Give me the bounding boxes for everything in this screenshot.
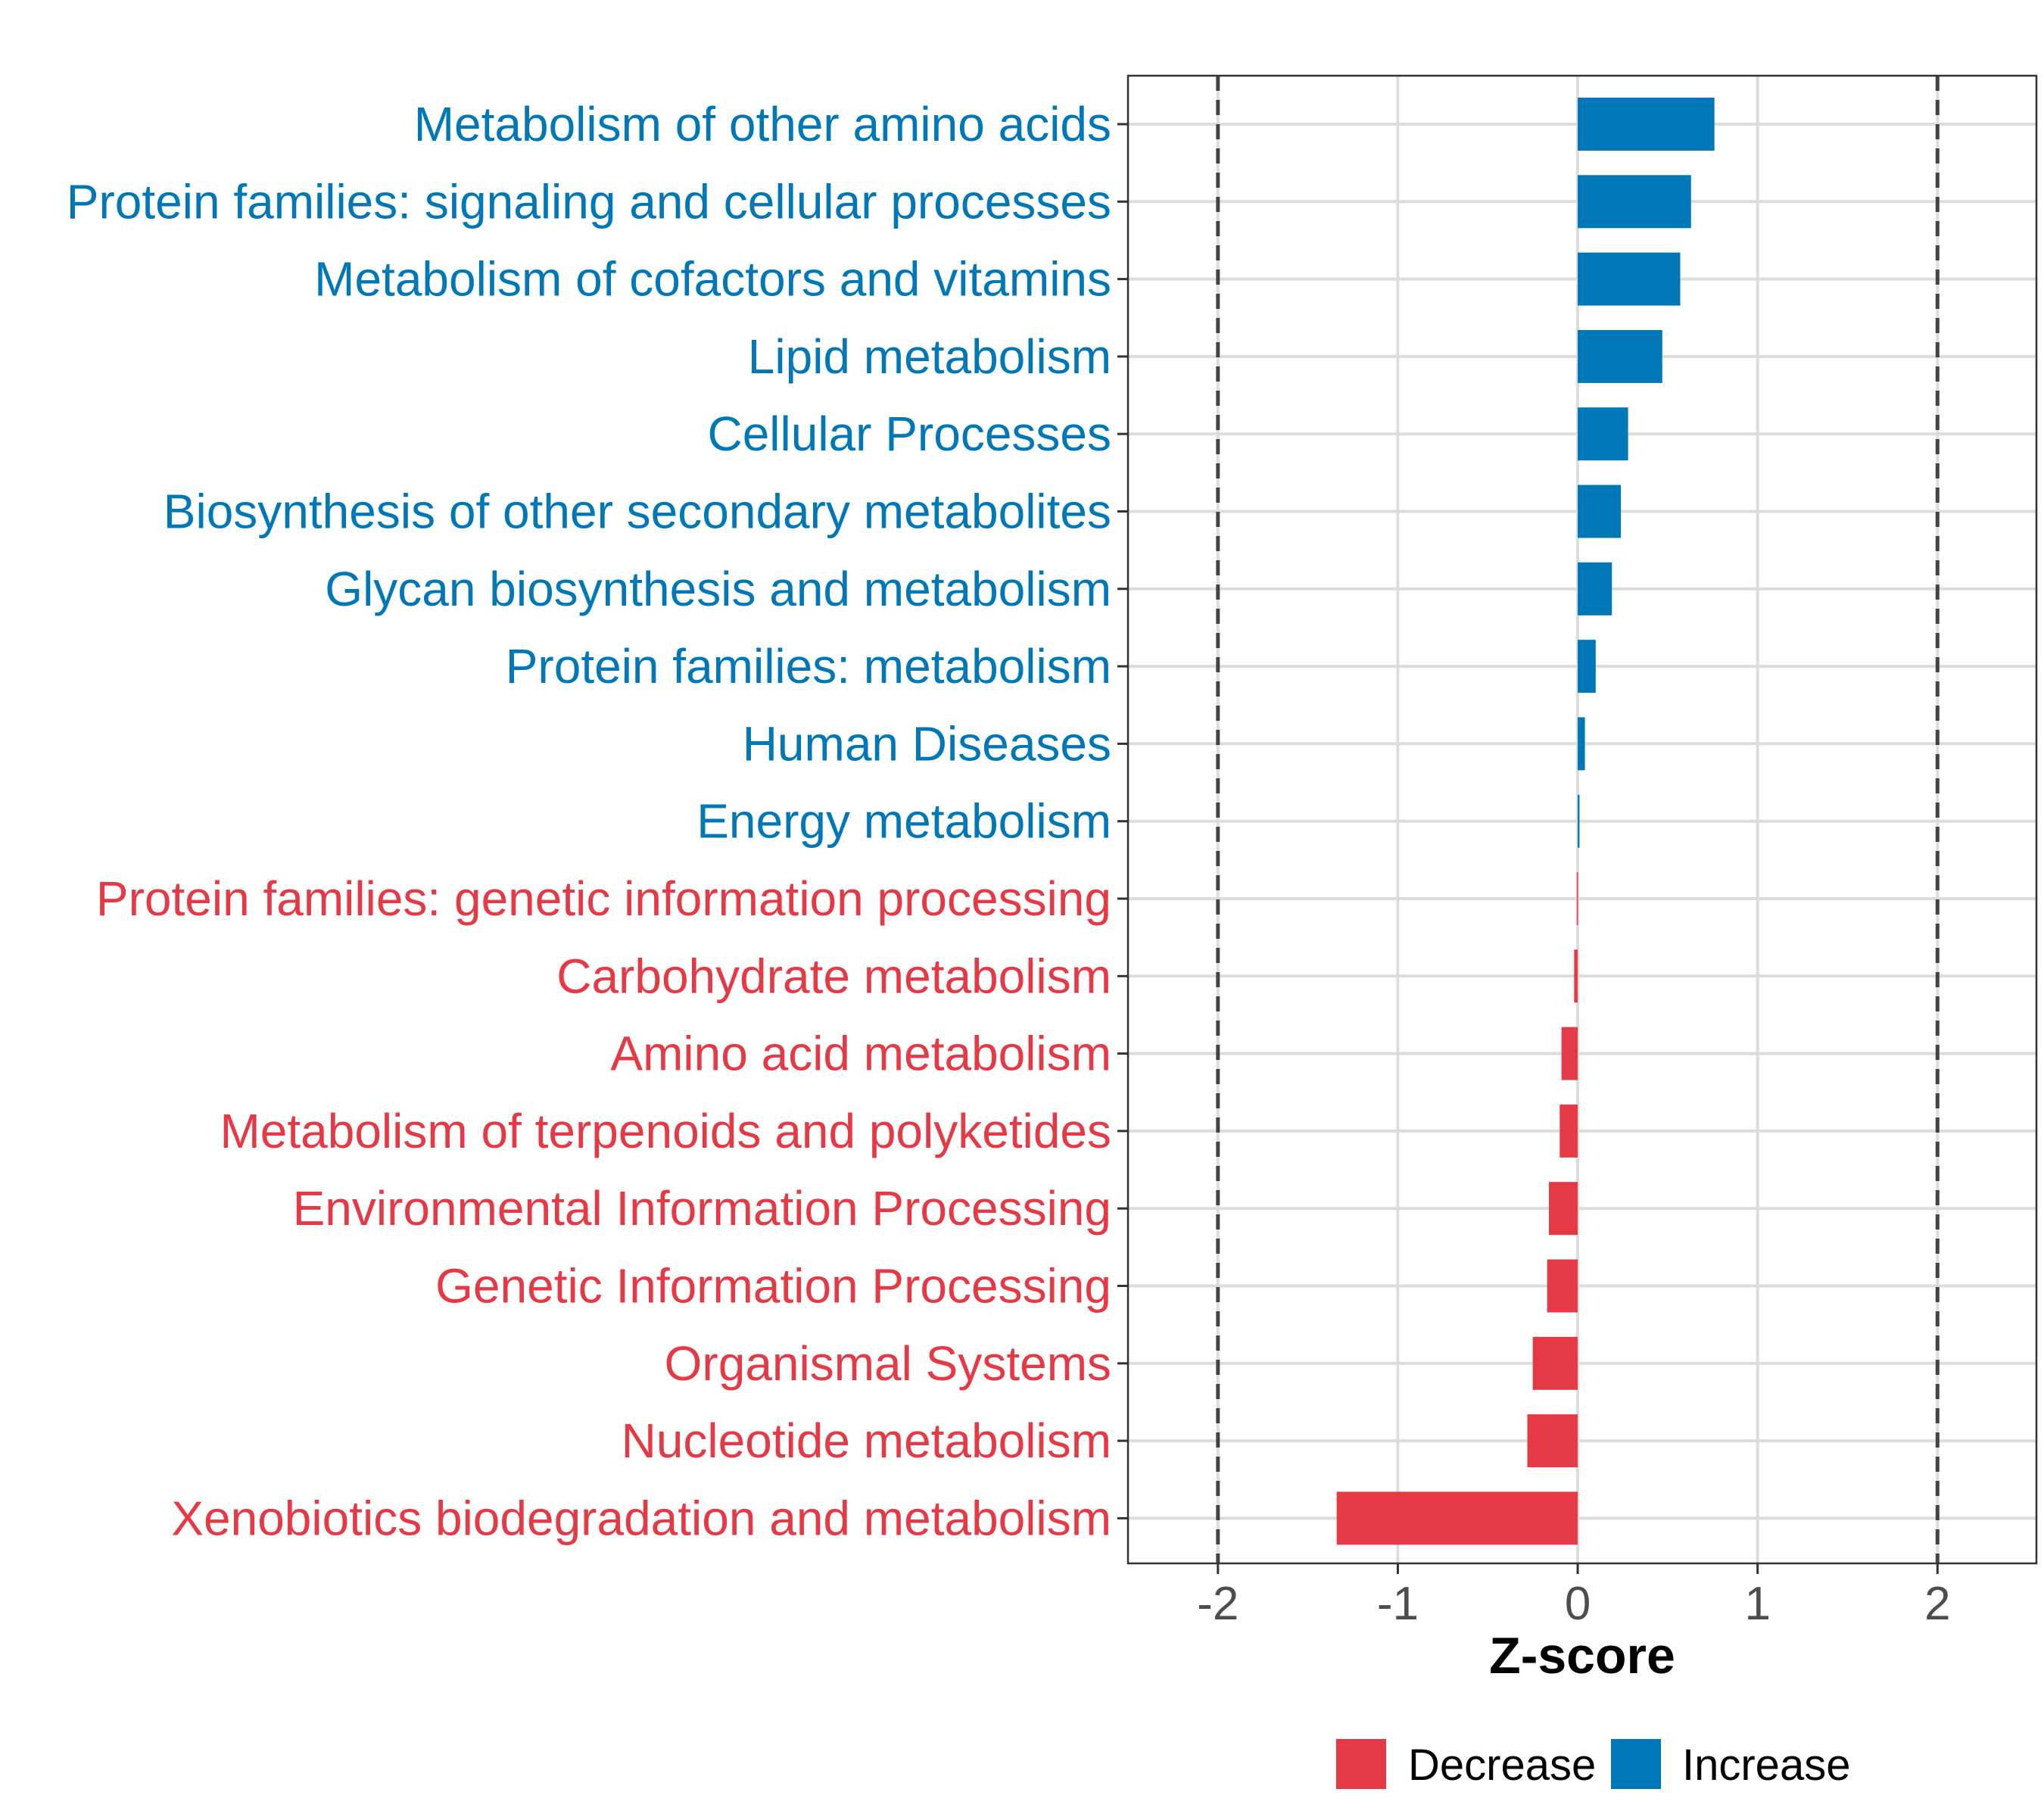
x-tick-label: -2 (1197, 1578, 1239, 1630)
bar (1559, 1104, 1578, 1158)
category-label: Amino acid metabolism (610, 1027, 1111, 1081)
category-label: Biosynthesis of other secondary metaboli… (164, 485, 1111, 539)
category-label: Environmental Information Processing (293, 1181, 1111, 1236)
x-axis-ticks: -2 -1 0 1 2 (1197, 1563, 1951, 1630)
category-label: Cellular Processes (707, 407, 1111, 461)
category-label: Genetic Information Processing (435, 1259, 1111, 1314)
legend-swatch-decrease (1336, 1739, 1386, 1789)
category-label: Human Diseases (743, 716, 1111, 771)
category-label: Metabolism of other amino acids (414, 97, 1111, 151)
bar (1336, 1491, 1578, 1545)
plot-panel-border (1126, 74, 2038, 1565)
category-label: Organismal Systems (665, 1336, 1111, 1391)
bar (1578, 252, 1681, 306)
bar (1578, 794, 1580, 848)
x-axis-title: Z-score (1489, 1627, 1675, 1685)
bar (1578, 640, 1596, 693)
bar (1549, 1182, 1578, 1236)
legend-swatch-increase (1611, 1739, 1661, 1789)
category-label: Xenobiotics biodegradation and metabolis… (171, 1491, 1111, 1545)
bar (1547, 1259, 1578, 1313)
category-label: Carbohydrate metabolism (556, 949, 1111, 1003)
grid-lines (1128, 76, 2036, 1563)
reference-lines (1216, 76, 1940, 1563)
bar (1578, 562, 1612, 616)
x-tick-label: -1 (1377, 1578, 1419, 1630)
y-axis-ticks: Metabolism of other amino acids Protein f… (67, 97, 1128, 1545)
bar (1578, 98, 1715, 151)
legend-label-decrease: Decrease (1408, 1741, 1596, 1790)
category-label: Protein families: metabolism (506, 639, 1111, 693)
category-label: Metabolism of terpenoids and polyketides (220, 1104, 1111, 1158)
bar (1576, 872, 1578, 925)
category-label: Energy metabolism (696, 794, 1111, 849)
category-label: Glycan biosynthesis and metabolism (325, 562, 1111, 616)
bar (1561, 1027, 1578, 1080)
bar (1578, 407, 1628, 461)
category-label: Protein families: genetic information pr… (96, 871, 1111, 926)
category-label: Protein families: signaling and cellular… (67, 174, 1111, 229)
bar (1578, 175, 1691, 229)
bar (1578, 717, 1585, 771)
legend: Decrease Increase (1336, 1739, 1850, 1790)
x-tick-label: 2 (1924, 1578, 1950, 1630)
x-tick-label: 0 (1565, 1578, 1591, 1630)
category-label: Metabolism of cofactors and vitamins (314, 252, 1111, 307)
bar (1574, 949, 1578, 1003)
legend-label-increase: Increase (1682, 1741, 1850, 1790)
category-label: Lipid metabolism (748, 329, 1111, 384)
bar (1578, 329, 1662, 383)
bar (1578, 485, 1622, 538)
bar (1527, 1414, 1578, 1468)
bar (1532, 1336, 1578, 1390)
bars (1336, 98, 1715, 1545)
category-label: Nucleotide metabolism (622, 1413, 1111, 1468)
x-tick-label: 1 (1744, 1578, 1770, 1630)
